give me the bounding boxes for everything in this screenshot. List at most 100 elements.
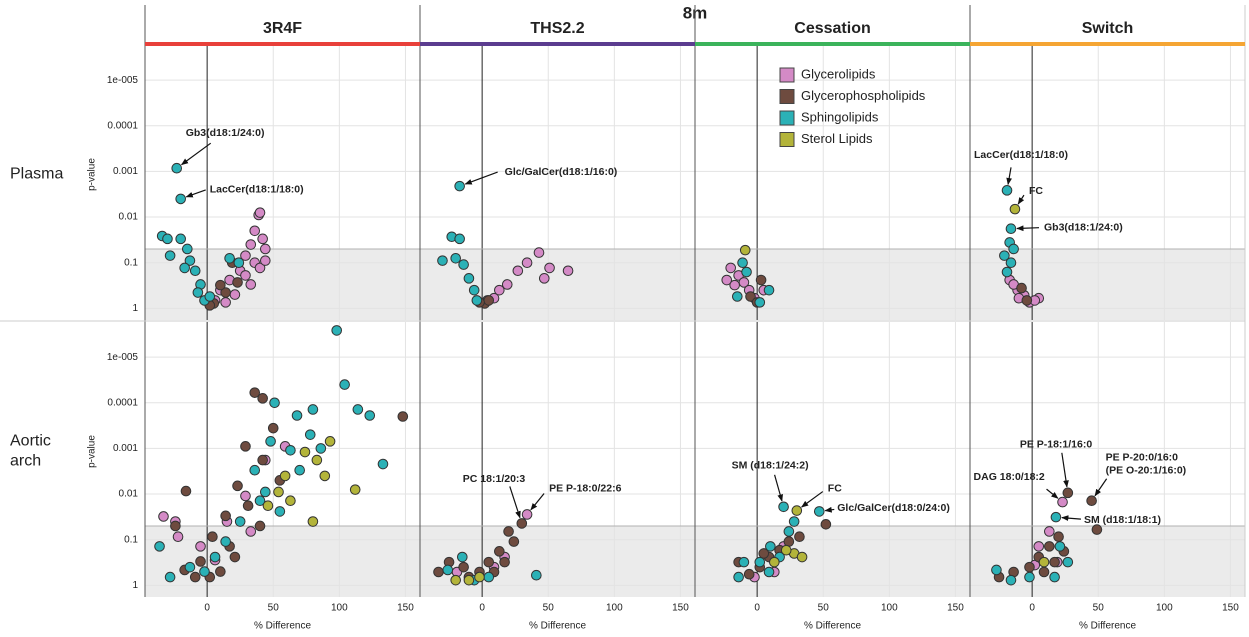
data-point — [294, 464, 305, 476]
annotation-arrow — [1006, 167, 1012, 186]
annotation-label: PE P-20:0/16:0 — [1106, 452, 1179, 464]
data-point — [245, 526, 257, 537]
y-tick-label: 1 — [132, 580, 138, 591]
data-point — [220, 536, 231, 547]
y-tick-label: 0.01 — [119, 489, 139, 500]
annotation-arrow — [1046, 488, 1059, 499]
data-point — [349, 484, 361, 495]
x-tick-label: 0 — [754, 603, 760, 614]
annotation-arrow — [530, 493, 545, 511]
data-point — [765, 541, 776, 552]
data-point — [1049, 571, 1060, 583]
y-axis-label: p-value — [87, 158, 98, 191]
data-point — [254, 262, 266, 274]
data-point — [754, 556, 766, 568]
data-point — [471, 295, 483, 306]
data-point — [531, 569, 542, 581]
y-tick-label: 1 — [132, 303, 138, 314]
data-point — [1057, 496, 1068, 508]
data-point — [450, 574, 461, 586]
data-point — [319, 470, 331, 482]
x-axis-label: % Difference — [804, 621, 862, 632]
data-point — [1033, 541, 1045, 552]
data-point — [1062, 487, 1074, 499]
data-point — [820, 519, 832, 530]
data-point — [725, 262, 736, 274]
annotation-arrow — [464, 171, 498, 185]
legend-swatch — [779, 89, 795, 104]
data-point — [273, 486, 284, 498]
data-point — [1005, 574, 1017, 586]
data-point — [1091, 524, 1103, 535]
x-axis-label: % Difference — [254, 621, 312, 632]
data-point — [788, 516, 800, 527]
data-point — [729, 279, 740, 291]
data-point — [315, 443, 327, 454]
annotation-arrow — [1016, 225, 1040, 232]
data-point — [1005, 257, 1017, 269]
non-significant-region — [970, 525, 1245, 597]
y-tick-label: 0.0001 — [107, 120, 138, 131]
data-point — [741, 266, 752, 278]
data-point — [512, 265, 524, 277]
legend-label: Sterol Lipids — [801, 131, 873, 146]
annotation-label: LacCer(d18:1/18:0) — [210, 184, 304, 196]
data-point — [164, 250, 176, 261]
legend-label: Sphingolipids — [801, 109, 879, 124]
data-point — [521, 257, 533, 269]
data-point — [172, 531, 184, 543]
annotation-label: FC — [1029, 185, 1043, 197]
x-tick-label: 0 — [479, 603, 485, 614]
data-point — [299, 446, 311, 458]
data-point — [533, 247, 545, 258]
data-point — [307, 516, 319, 527]
y-tick-label: 0.001 — [113, 166, 138, 177]
data-point — [733, 571, 744, 583]
y-tick-label: 1e-005 — [107, 75, 139, 86]
data-point — [162, 233, 173, 245]
data-point — [274, 506, 286, 517]
column-header: Switch — [1082, 20, 1134, 37]
data-point — [538, 273, 550, 284]
data-point — [182, 243, 193, 255]
data-point — [269, 397, 280, 409]
data-point — [229, 551, 241, 563]
data-point — [454, 180, 465, 192]
data-point — [331, 325, 343, 336]
data-point — [245, 239, 257, 250]
data-point — [257, 393, 268, 404]
data-point — [192, 287, 204, 298]
annotation-arrow — [1094, 478, 1108, 497]
data-point — [189, 265, 201, 277]
data-point — [796, 551, 808, 563]
x-tick-label: 50 — [1093, 603, 1105, 614]
data-point — [184, 255, 196, 266]
data-point — [458, 561, 469, 573]
data-point — [442, 564, 454, 576]
row-label: Aortic — [10, 433, 51, 450]
data-point — [154, 541, 165, 552]
data-point — [158, 511, 169, 522]
data-point — [260, 486, 271, 498]
annotation-arrow — [185, 189, 206, 198]
data-point — [260, 243, 271, 255]
x-tick-label: 100 — [606, 603, 623, 614]
data-point — [468, 284, 480, 296]
data-point — [245, 279, 257, 290]
data-point — [234, 516, 246, 527]
data-point — [1016, 282, 1027, 294]
y-tick-label: 0.1 — [124, 534, 138, 545]
data-point — [483, 571, 495, 583]
data-point — [1024, 571, 1035, 583]
data-point — [732, 291, 743, 302]
x-tick-label: 150 — [397, 603, 414, 614]
data-point — [721, 274, 733, 286]
data-point — [249, 387, 261, 398]
data-point — [1054, 541, 1066, 552]
data-point — [339, 379, 350, 390]
data-point — [180, 485, 192, 497]
data-point — [257, 233, 268, 245]
data-point — [499, 556, 510, 568]
legend-swatch — [779, 110, 795, 126]
